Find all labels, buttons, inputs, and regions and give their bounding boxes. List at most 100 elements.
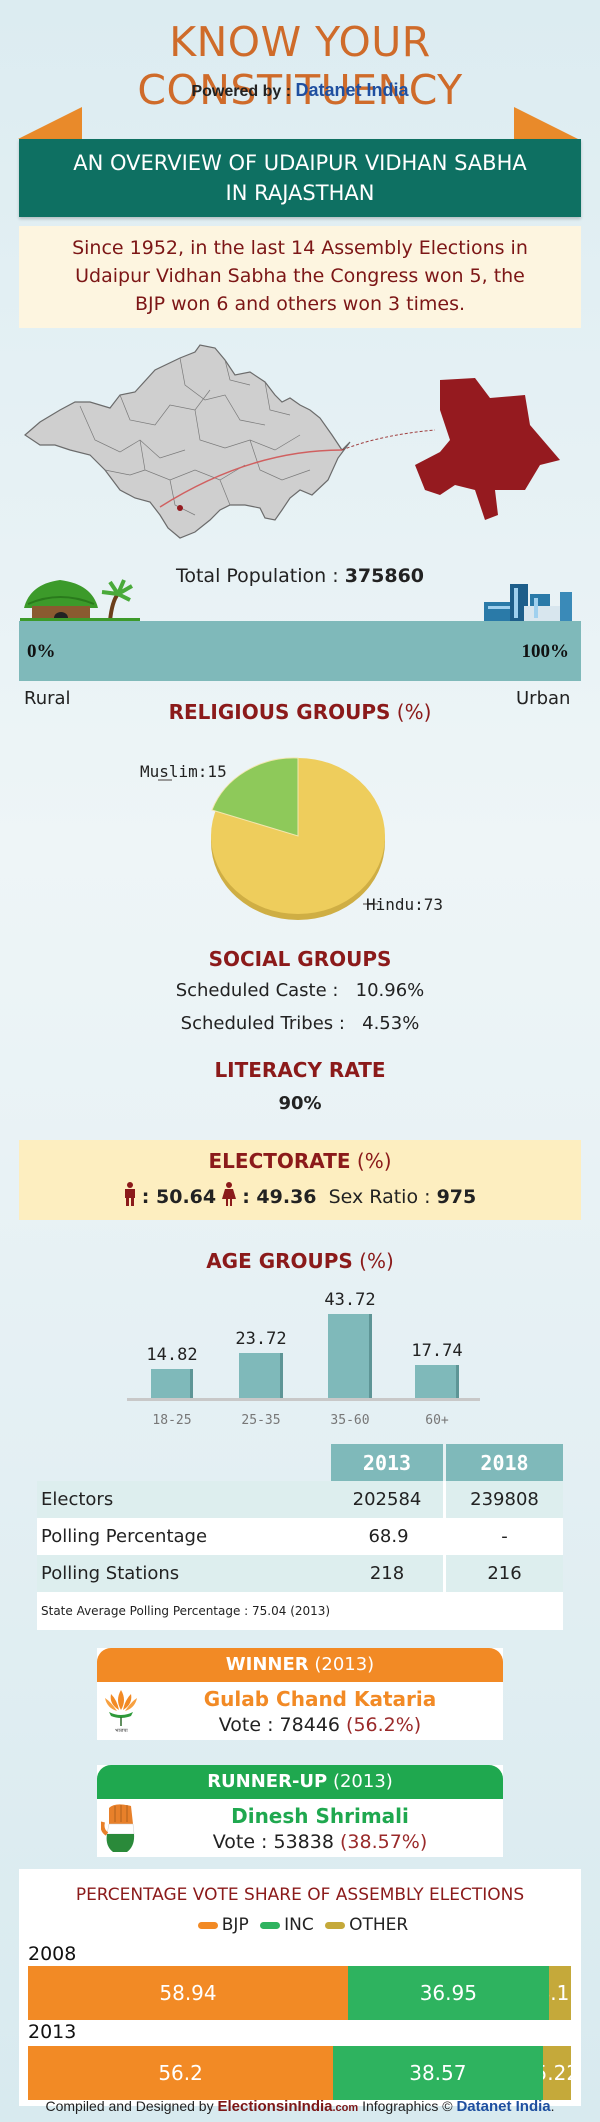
bar-segment-other: 4.11: [548, 1966, 571, 2020]
winner-header: WINNER (2013): [97, 1648, 503, 1682]
electorate-panel: ELECTORATE (%) : 50.64 : 49.36 Sex Ratio…: [19, 1140, 581, 1220]
pie-label-hindu: Hindu:73: [366, 895, 444, 914]
summary-line: BJP won 6 and others won 3 times.: [134, 293, 466, 315]
rural-percent: 0%: [27, 641, 56, 662]
table-row: Polling Stations 218 216: [37, 1555, 563, 1592]
udaipur-location-dot: [177, 505, 183, 511]
sc-label: Scheduled Caste :: [175, 980, 339, 1001]
year-label-2008: 2008: [28, 1943, 77, 1965]
female-icon: [222, 1182, 237, 1206]
legend-label-other: OTHER: [349, 1915, 409, 1935]
literacy-rate-title: LITERACY RATE: [214, 1058, 386, 1082]
legend-swatch-inc: [260, 1921, 281, 1929]
state-average-note: State Average Polling Percentage : 75.04…: [41, 1604, 331, 1618]
unit-label: (%): [352, 1249, 394, 1273]
runnerup-vote-percent: (38.57%): [339, 1831, 428, 1853]
legend-label-inc: INC: [284, 1915, 314, 1935]
social-groups-title: SOCIAL GROUPS: [208, 947, 392, 971]
unit-label: (%): [350, 1149, 392, 1173]
column-header-2013: 2013: [331, 1444, 446, 1481]
footer-credits: Compiled and Designed by ElectionsinIndi…: [0, 2098, 600, 2115]
legend-swatch-other: [325, 1921, 346, 1929]
banner-line-2: IN RAJASTHAN: [225, 181, 375, 205]
scheduled-tribes-row: Scheduled Tribes : 4.53%: [0, 1013, 600, 1034]
datanet-footer-brand[interactable]: Datanet India: [456, 2098, 551, 2115]
age-category-label: 25-35: [241, 1413, 281, 1428]
runnerup-vote-count: Vote : 53838: [212, 1831, 340, 1853]
age-category-label: 60+: [425, 1413, 449, 1428]
electionsinindia-link[interactable]: ElectionsinIndia: [217, 2098, 333, 2115]
footer-period: .: [550, 2098, 555, 2114]
winner-vote: Vote : 78446 (56.2%): [137, 1713, 503, 1737]
age-bar-35-60: [328, 1314, 372, 1398]
table-header-row: 2013 2018: [37, 1444, 563, 1481]
winner-title: WINNER: [225, 1654, 309, 1675]
total-population-value: 375860: [344, 565, 425, 587]
age-category-label: 18-25: [152, 1413, 192, 1428]
legend-swatch-bjp: [197, 1921, 218, 1929]
row-label: Polling Percentage: [41, 1526, 208, 1547]
st-value: 4.53%: [362, 1013, 420, 1034]
scheduled-caste-row: Scheduled Caste : 10.96%: [0, 980, 600, 1001]
sex-ratio-value: 975: [436, 1186, 477, 1208]
male-percent: : 50.64: [141, 1186, 217, 1208]
summary-line: Udaipur Vidhan Sabha the Congress won 5,…: [75, 265, 525, 287]
runnerup-year: (2013): [327, 1771, 393, 1792]
runnerup-card: RUNNER-UP (2013) Dinesh Shrimali Vote : …: [97, 1765, 503, 1857]
age-value: 23.72: [235, 1329, 287, 1349]
winner-vote-percent: (56.2%): [346, 1714, 422, 1736]
cell-2018: 239808: [470, 1489, 539, 1510]
hut-icon: [20, 579, 140, 622]
row-label: Polling Stations: [41, 1563, 180, 1584]
ribbon-flap-right: [514, 107, 578, 139]
runnerup-name: Dinesh Shrimali: [231, 1804, 409, 1828]
st-label: Scheduled Tribes :: [180, 1013, 345, 1034]
runnerup-vote: Vote : 53838 (38.57%): [137, 1830, 503, 1854]
urban-label: Urban: [516, 688, 571, 709]
table-row: Electors 202584 239808: [37, 1481, 563, 1518]
buildings-icon: [484, 584, 572, 622]
pie-label-muslim: Muslim:15: [140, 762, 227, 781]
ribbon-flap-left: [18, 107, 82, 139]
udaipur-constituency-shape-icon: [415, 378, 560, 520]
footer-infographics-label: Infographics ©: [358, 2098, 457, 2114]
winner-year: (2013): [308, 1654, 375, 1675]
age-groups-heading: AGE GROUPS: [206, 1249, 353, 1273]
runnerup-header: RUNNER-UP (2013): [97, 1765, 503, 1799]
electionsinindia-tld: .com: [332, 2102, 359, 2114]
electorate-heading: ELECTORATE: [208, 1149, 351, 1173]
unit-label: (%): [390, 700, 432, 724]
datanet-brand: Datanet India: [295, 80, 409, 100]
sc-value: 10.96%: [355, 980, 425, 1001]
inc-hand-icon: [101, 1804, 135, 1852]
summary-line: Since 1952, in the last 14 Assembly Elec…: [72, 237, 528, 259]
age-value: 43.72: [324, 1290, 376, 1310]
urban-percent: 100%: [521, 641, 570, 662]
election-history-summary: Since 1952, in the last 14 Assembly Elec…: [19, 226, 581, 328]
runnerup-title: RUNNER-UP: [207, 1771, 328, 1792]
vote-share-bar-2008: 58.94 36.95 4.11: [28, 1966, 571, 2020]
powered-by-label: Powered by :: [191, 83, 296, 100]
religious-groups-heading: RELIGIOUS GROUPS: [168, 700, 391, 724]
bjp-lotus-icon: भाजपा: [105, 1690, 137, 1734]
powered-by: Powered by : Datanet India: [0, 80, 600, 101]
cell-2013: 202584: [331, 1481, 446, 1518]
runnerup-body: Dinesh Shrimali Vote : 53838 (38.57%): [97, 1799, 503, 1857]
year-label-2013: 2013: [28, 2021, 77, 2043]
winner-vote-count: Vote : 78446: [218, 1714, 347, 1736]
electorate-title: ELECTORATE (%): [19, 1149, 581, 1173]
total-population: Total Population : 375860: [0, 565, 600, 587]
cell-2018: -: [501, 1526, 508, 1547]
age-groups-title: AGE GROUPS (%): [0, 1249, 600, 1273]
rajasthan-map-icon: [24, 344, 560, 539]
age-bar-60plus: [415, 1365, 459, 1398]
legend-label-bjp: BJP: [221, 1915, 249, 1935]
vote-share-title: PERCENTAGE VOTE SHARE OF ASSEMBLY ELECTI…: [75, 1885, 525, 1905]
sex-ratio-label: Sex Ratio :: [328, 1186, 437, 1208]
religious-groups-title: RELIGIOUS GROUPS (%): [0, 700, 600, 724]
column-header-2018: 2018: [446, 1444, 563, 1481]
footer-compiled-label: Compiled and Designed by: [45, 2098, 218, 2114]
bar-segment-inc: 38.57: [333, 2046, 543, 2100]
overview-banner: AN OVERVIEW OF UDAIPUR VIDHAN SABHA IN R…: [19, 139, 581, 217]
rural-label: Rural: [24, 688, 71, 709]
